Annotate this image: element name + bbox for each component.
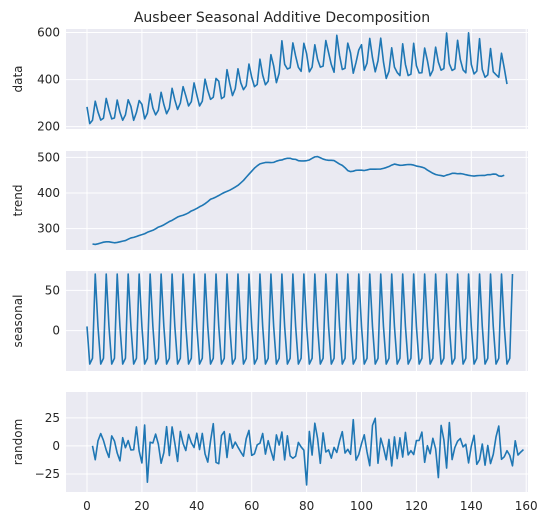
panel-seasonal-ytick-label-1: 50 bbox=[45, 283, 60, 297]
xtick-label-1: 20 bbox=[134, 499, 149, 513]
x-axis: 0 20 40 60 80 100 120 140 160 bbox=[83, 499, 537, 513]
xtick-label-0: 0 bbox=[83, 499, 91, 513]
panel-trend: 300 400 500 trend bbox=[11, 150, 528, 250]
chart-title: Ausbeer Seasonal Additive Decomposition bbox=[134, 10, 430, 26]
series-line-trend bbox=[92, 155, 505, 246]
panel-data-ytick-label-2: 600 bbox=[37, 26, 60, 40]
xtick-label-3: 60 bbox=[244, 499, 259, 513]
panel-seasonal-ytick-label-0: 0 bbox=[52, 324, 60, 338]
panel-random-ytick-label-1: 0 bbox=[52, 439, 60, 453]
panel-data: 200 400 600 data bbox=[11, 26, 528, 134]
series-line-seasonal bbox=[86, 273, 514, 365]
panels-group: 200 400 600 data 300 400 500 trend 0 50 seasonal −2… bbox=[11, 26, 528, 492]
panel-trend-background bbox=[66, 151, 528, 250]
xtick-label-6: 120 bbox=[405, 499, 428, 513]
panel-seasonal: 0 50 seasonal bbox=[11, 271, 528, 371]
panel-data-ylabel: data bbox=[11, 65, 25, 92]
panel-random-ylabel: random bbox=[11, 419, 25, 466]
xtick-label-4: 80 bbox=[299, 499, 314, 513]
panel-trend-ytick-label-0: 300 bbox=[37, 222, 60, 236]
panel-trend-ylabel: trend bbox=[11, 185, 25, 217]
panel-trend-ytick-label-1: 400 bbox=[37, 186, 60, 200]
series-line-data bbox=[86, 31, 508, 125]
xtick-label-2: 40 bbox=[189, 499, 204, 513]
xtick-label-5: 100 bbox=[350, 499, 373, 513]
panel-random: −25 0 25 random bbox=[11, 392, 528, 492]
panel-random-ytick-label-2: 25 bbox=[45, 411, 60, 425]
series-line-random bbox=[91, 417, 525, 486]
panel-data-ytick-label-1: 400 bbox=[37, 73, 60, 87]
panel-random-ytick-label-0: −25 bbox=[35, 467, 60, 481]
panel-data-ytick-label-0: 200 bbox=[37, 120, 60, 134]
xtick-label-8: 160 bbox=[515, 499, 538, 513]
xtick-label-7: 140 bbox=[460, 499, 483, 513]
panel-seasonal-ylabel: seasonal bbox=[11, 295, 25, 348]
panel-trend-ytick-label-2: 500 bbox=[37, 150, 60, 164]
